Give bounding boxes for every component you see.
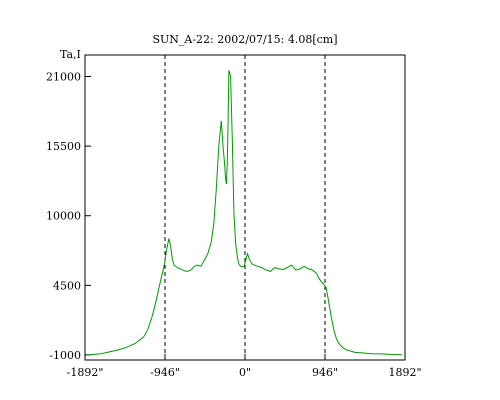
reference-lines bbox=[164, 55, 326, 360]
x-tick-label: 1892" bbox=[388, 366, 421, 379]
y-tick-label: 21000 bbox=[46, 71, 81, 84]
x-tick-label: 946" bbox=[312, 366, 338, 379]
x-tick-label: -946" bbox=[150, 366, 180, 379]
x-axis: -1892" -946" 0" 946" 1892" bbox=[67, 354, 422, 379]
chart-title: SUN_A-22: 2002/07/15: 4.08[cm] bbox=[152, 33, 337, 46]
y-axis-label: Ta,I bbox=[60, 48, 81, 61]
y-tick-label: 15500 bbox=[46, 140, 81, 153]
series-line bbox=[87, 70, 403, 356]
y-tick-label: 10000 bbox=[46, 210, 81, 223]
y-tick-label: 4500 bbox=[53, 279, 81, 292]
y-axis: -1000 4500 10000 15500 21000 bbox=[46, 71, 91, 362]
x-tick-label: 0" bbox=[239, 366, 251, 379]
x-tick-label: -1892" bbox=[67, 366, 104, 379]
y-tick-label: -1000 bbox=[49, 349, 81, 362]
